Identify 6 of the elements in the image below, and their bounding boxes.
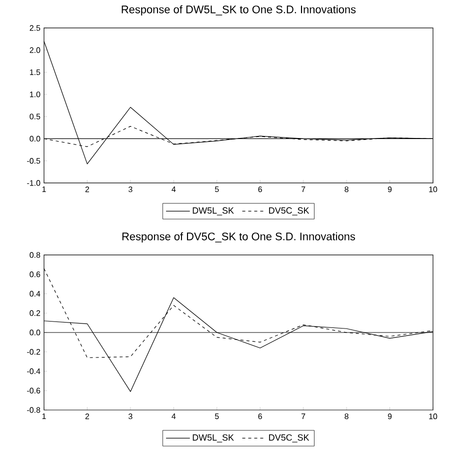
chart-title: Response of DW5L_SK to One S.D. Innovations xyxy=(122,5,356,16)
legend-label: DV5C_SK xyxy=(269,207,310,216)
legend-label: DW5L_SK xyxy=(192,207,234,216)
chart-title: Response of DV5C_SK to One S.D. Innovations xyxy=(122,232,356,242)
legend-label: DW5L_SK xyxy=(192,434,234,442)
legend-label: DV5C_SK xyxy=(269,434,310,442)
